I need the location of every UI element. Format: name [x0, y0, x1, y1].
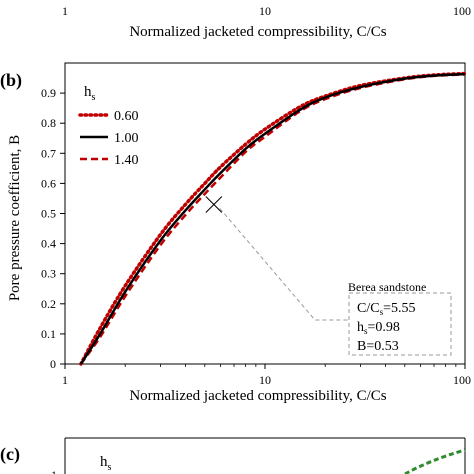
x-tick-label-100: 100 — [453, 373, 471, 387]
annotation-line1-main: C/C — [357, 301, 380, 316]
annotation-berea: Berea sandstone C/Cs=5.55 hs=0.98 B=0.53 — [205, 196, 452, 356]
annotation-line2-sub: s — [364, 326, 368, 336]
legend-title-main: h — [84, 84, 92, 100]
annotation-line-hs: hs=0.98 — [357, 320, 400, 336]
legend: hs 0.60 1.00 1.40 — [78, 84, 139, 168]
y-tick-label-0-8: 0.8 — [41, 116, 56, 130]
panel-label: (b) — [0, 70, 22, 91]
series-line-h1-00 — [79, 72, 466, 365]
legend-label-0-60: 0.60 — [114, 109, 139, 124]
legend-label-1-40: 1.40 — [114, 153, 139, 168]
annotation-title: Berea sandstone — [348, 280, 426, 294]
x-tick-label-10: 10 — [259, 373, 271, 387]
annotation-leader-line — [219, 208, 349, 321]
panel-c-label: (c) — [0, 444, 20, 465]
x-tick-label-1: 1 — [62, 373, 68, 387]
annotation-line-b: B=0.53 — [357, 339, 399, 354]
legend-title-sub: s — [92, 92, 96, 103]
top-fragment: 1 10 100 Normalized jacketed compressibi… — [62, 4, 471, 40]
top-tick-label-100: 100 — [453, 4, 471, 18]
top-tick-label-1: 1 — [62, 4, 68, 18]
y-tick-label-0-9: 0.9 — [41, 86, 56, 100]
panel-c-tick-label: 1 — [51, 468, 57, 474]
y-tick-label-0-1: 0.1 — [41, 327, 56, 341]
legend-title: hs — [84, 84, 96, 103]
y-tick-label-0-5: 0.5 — [41, 207, 56, 221]
y-tick-label-0-7: 0.7 — [41, 146, 56, 160]
annotation-line-c-over-cs: C/Cs=5.55 — [357, 301, 416, 317]
y-tick-label-0-2: 0.2 — [41, 297, 56, 311]
x-axis-label: Normalized jacketed compressibility, C/C… — [129, 388, 386, 404]
y-tick-label-0: 0 — [50, 357, 56, 371]
annotation-line2-value: =0.98 — [368, 320, 400, 335]
annotation-marker-b — [205, 196, 223, 213]
annotation-line2-main: h — [357, 320, 364, 335]
panel-c-fragment: (c) hs 1 — [0, 437, 466, 474]
panel-c-curve-fragment — [404, 448, 466, 474]
annotation-box — [348, 292, 452, 356]
y-tick-label-0-6: 0.6 — [41, 176, 56, 190]
y-tick-label-0-4: 0.4 — [41, 237, 56, 251]
annotation-line1-value: =5.55 — [383, 301, 415, 316]
top-x-axis-label: Normalized jacketed compressibility, C/C… — [129, 24, 386, 40]
y-axis-label: Pore pressure coefficient, B — [7, 135, 23, 301]
legend-label-1-00: 1.00 — [114, 131, 139, 146]
panel-c-legend-title-sub: s — [108, 462, 112, 473]
panel-c-legend-title-main: h — [100, 454, 108, 470]
annotation-line1-sub: s — [380, 307, 384, 317]
top-tick-label-10: 10 — [259, 4, 271, 18]
panel-c-legend-title: hs — [100, 454, 112, 473]
y-tick-label-0-3: 0.3 — [41, 267, 56, 281]
